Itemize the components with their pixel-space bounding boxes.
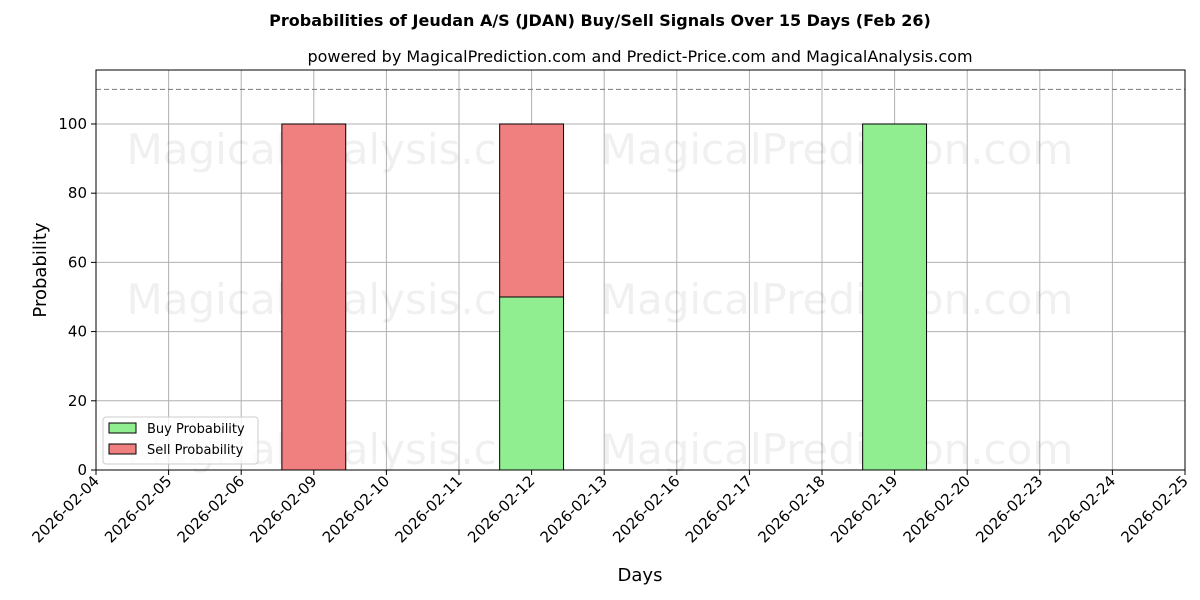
x-tick-label: 2026-02-17	[682, 472, 756, 546]
legend-label: Buy Probability	[147, 422, 245, 437]
x-tick-label: 2026-02-12	[464, 472, 538, 546]
x-tick-label: 2026-02-05	[101, 472, 175, 546]
x-tick-label: 2026-02-25	[1117, 472, 1191, 546]
chart-title: Probabilities of Jeudan A/S (JDAN) Buy/S…	[269, 11, 931, 30]
x-tick-label: 2026-02-19	[827, 472, 901, 546]
y-tick-label: 0	[77, 461, 87, 479]
x-tick-label: 2026-02-18	[754, 472, 828, 546]
x-tick-label: 2026-02-06	[174, 472, 248, 546]
sell-probability-bar	[499, 123, 565, 298]
x-tick-label: 2026-02-24	[1045, 472, 1119, 546]
y-tick-label: 80	[68, 184, 87, 202]
watermark: MagicalPrediction.com	[601, 125, 1074, 174]
plot-frame	[95, 69, 1186, 471]
x-tick-label: 2026-02-10	[319, 472, 393, 546]
y-tick-label: 100	[58, 115, 87, 133]
buy-probability-bar	[499, 296, 565, 471]
x-tick-label: 2026-02-20	[900, 472, 974, 546]
legend-swatch	[108, 422, 137, 434]
x-tick-label: 2026-02-13	[537, 472, 611, 546]
chart-subtitle: powered by MagicalPrediction.com and Pre…	[307, 47, 972, 66]
legend-label: Sell Probability	[147, 443, 244, 458]
legend-box	[102, 416, 259, 465]
y-tick-label: 60	[68, 253, 87, 271]
y-tick-label: 40	[68, 323, 87, 341]
buy-probability-bar	[862, 123, 928, 471]
legend-swatch	[108, 443, 137, 455]
x-tick-label: 2026-02-09	[246, 472, 320, 546]
x-tick-label: 2026-02-04	[28, 472, 102, 546]
watermark: MagicalPrediction.com	[601, 275, 1074, 324]
y-axis-label: Probability	[30, 222, 51, 317]
x-tick-label: 2026-02-11	[391, 472, 465, 546]
x-tick-label: 2026-02-16	[609, 472, 683, 546]
sell-probability-bar	[281, 123, 347, 471]
x-tick-label: 2026-02-23	[972, 472, 1046, 546]
watermark: MagicalPrediction.com	[601, 425, 1074, 474]
legend: Buy Probability Sell Probability	[102, 416, 259, 465]
y-tick-label: 20	[68, 392, 87, 410]
x-axis-label: Days	[618, 565, 663, 586]
